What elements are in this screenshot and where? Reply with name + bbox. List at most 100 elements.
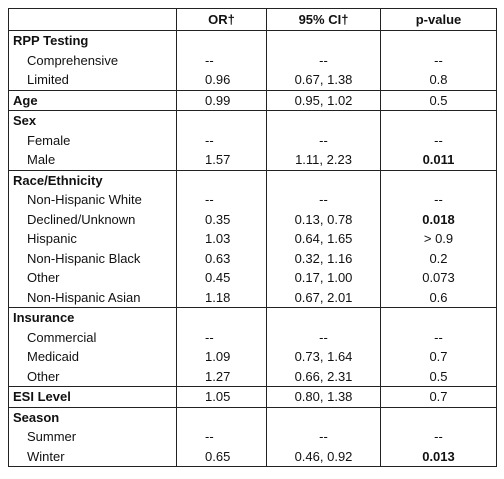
table-row: Summer -- -- -- [8, 427, 497, 447]
table-row: Limited 0.96 0.67, 1.38 0.8 [8, 70, 497, 91]
confidence-interval: 0.64, 1.65 [266, 229, 381, 249]
empty-cell [176, 307, 267, 328]
table-row: Non-Hispanic Asian 1.18 0.67, 2.01 0.6 [8, 287, 497, 308]
confidence-interval: -- [266, 50, 381, 70]
confidence-interval: -- [266, 130, 381, 150]
odds-ratio: 1.57 [176, 150, 267, 171]
header-row: OR† 95% CI† p-value [8, 8, 497, 31]
confidence-interval: 0.67, 2.01 [266, 287, 381, 308]
p-value: -- [380, 427, 497, 447]
p-value: 0.6 [380, 287, 497, 308]
empty-cell [176, 30, 267, 51]
row-label: Female [8, 130, 177, 150]
column-header: p-value [380, 8, 497, 31]
row-label: Male [8, 150, 177, 171]
empty-cell [380, 169, 497, 190]
odds-ratio: 1.18 [176, 287, 267, 308]
odds-ratio: -- [176, 130, 267, 150]
odds-ratio: 1.27 [176, 366, 267, 387]
row-group: ESI Level 1.05 0.80, 1.38 0.7 [8, 386, 497, 408]
results-table: OR† 95% CI† p-value RPP Testing Comprehen… [8, 8, 497, 467]
empty-cell [380, 406, 497, 427]
row-label: Declined/Unknown [8, 209, 177, 229]
blank-header [8, 8, 177, 31]
table-row: Season [8, 406, 497, 427]
row-label: Commercial [8, 327, 177, 347]
odds-ratio: 0.35 [176, 209, 267, 229]
p-value: 0.018 [380, 209, 497, 229]
p-value: 0.5 [380, 366, 497, 387]
row-label: Age [8, 89, 177, 111]
odds-ratio: 1.09 [176, 347, 267, 367]
row-label: Comprehensive [8, 50, 177, 70]
table-row: Sex [8, 110, 497, 131]
p-value: 0.011 [380, 150, 497, 171]
table-row: Hispanic 1.03 0.64, 1.65 > 0.9 [8, 229, 497, 249]
row-label: Winter [8, 446, 177, 467]
table-row: Age 0.99 0.95, 1.02 0.5 [8, 89, 497, 111]
p-value: 0.8 [380, 70, 497, 91]
p-value: -- [380, 50, 497, 70]
confidence-interval: 0.95, 1.02 [266, 89, 381, 111]
row-label: RPP Testing [8, 30, 177, 51]
row-label: Non-Hispanic Asian [8, 287, 177, 308]
row-group: Insurance Commercial -- -- -- Medicaid 1.09 0.7… [8, 307, 497, 387]
row-label: Limited [8, 70, 177, 91]
empty-cell [266, 307, 381, 328]
odds-ratio: 1.03 [176, 229, 267, 249]
empty-cell [266, 169, 381, 190]
table-row: Race/Ethnicity [8, 169, 497, 190]
table-header: OR† 95% CI† p-value [8, 8, 497, 31]
empty-cell [266, 406, 381, 427]
table-row: Medicaid 1.09 0.73, 1.64 0.7 [8, 347, 497, 367]
row-label: Other [8, 268, 177, 288]
row-label: Hispanic [8, 229, 177, 249]
confidence-interval: 0.46, 0.92 [266, 446, 381, 467]
table-row: Non-Hispanic White -- -- -- [8, 190, 497, 210]
table-row: ESI Level 1.05 0.80, 1.38 0.7 [8, 386, 497, 408]
table-row: Winter 0.65 0.46, 0.92 0.013 [8, 446, 497, 467]
p-value: 0.7 [380, 347, 497, 367]
table-row: Other 1.27 0.66, 2.31 0.5 [8, 366, 497, 387]
empty-cell [380, 30, 497, 51]
row-label: Race/Ethnicity [8, 169, 177, 190]
column-header: 95% CI† [266, 8, 381, 31]
confidence-interval: 0.17, 1.00 [266, 268, 381, 288]
p-value: -- [380, 190, 497, 210]
confidence-interval: -- [266, 327, 381, 347]
row-label: Other [8, 366, 177, 387]
p-value: -- [380, 130, 497, 150]
table-row: Male 1.57 1.11, 2.23 0.011 [8, 150, 497, 171]
table-row: Other 0.45 0.17, 1.00 0.073 [8, 268, 497, 288]
odds-ratio: 0.63 [176, 248, 267, 268]
empty-cell [266, 30, 381, 51]
confidence-interval: 1.11, 2.23 [266, 150, 381, 171]
row-label: Season [8, 406, 177, 427]
table-row: Insurance [8, 307, 497, 328]
empty-cell [380, 307, 497, 328]
empty-cell [176, 169, 267, 190]
table-row: Non-Hispanic Black 0.63 0.32, 1.16 0.2 [8, 248, 497, 268]
row-label: ESI Level [8, 386, 177, 408]
column-header: OR† [176, 8, 267, 31]
row-group: Season Summer -- -- -- Winter 0.65 0.46, 0.92 0.… [8, 406, 497, 467]
row-label: Summer [8, 427, 177, 447]
p-value: 0.073 [380, 268, 497, 288]
odds-ratio: -- [176, 427, 267, 447]
row-label: Insurance [8, 307, 177, 328]
table-row: Female -- -- -- [8, 130, 497, 150]
empty-cell [266, 110, 381, 131]
row-label: Non-Hispanic Black [8, 248, 177, 268]
confidence-interval: 0.73, 1.64 [266, 347, 381, 367]
odds-ratio: 0.45 [176, 268, 267, 288]
table-row: Commercial -- -- -- [8, 327, 497, 347]
row-label: Medicaid [8, 347, 177, 367]
odds-ratio: -- [176, 50, 267, 70]
confidence-interval: 0.80, 1.38 [266, 386, 381, 408]
p-value: 0.013 [380, 446, 497, 467]
odds-ratio: 0.96 [176, 70, 267, 91]
p-value: 0.5 [380, 89, 497, 111]
empty-cell [380, 110, 497, 131]
confidence-interval: 0.67, 1.38 [266, 70, 381, 91]
odds-ratio: 0.65 [176, 446, 267, 467]
